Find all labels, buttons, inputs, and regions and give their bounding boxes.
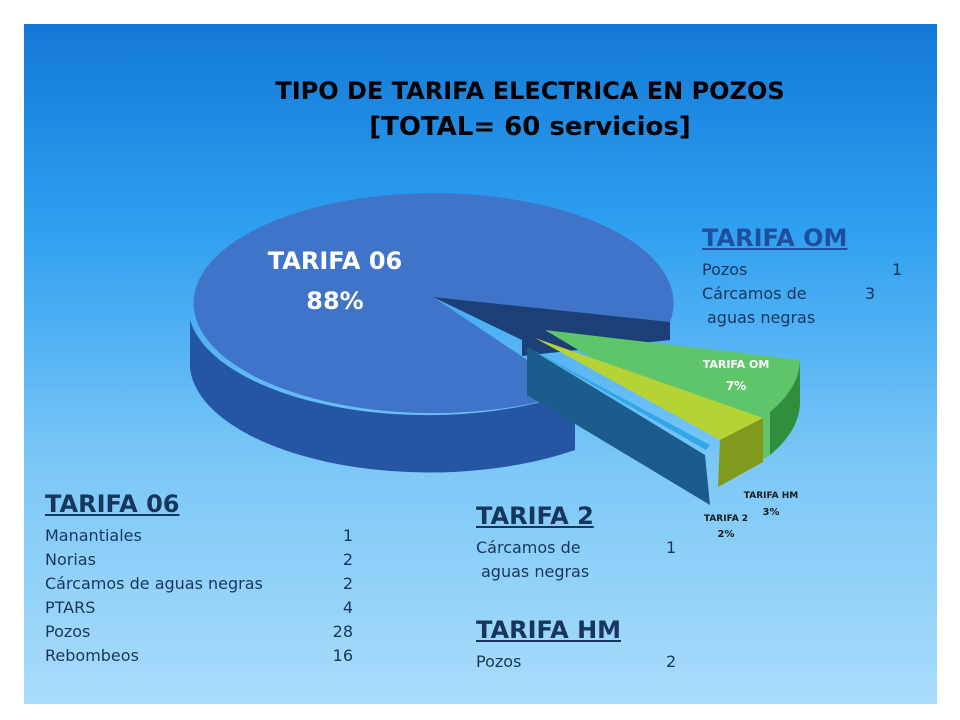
tarifa-2-detail: TARIFA 2 Cárcamos de 1 aguas negras — [476, 502, 706, 584]
list-item: Cárcamos de aguas negras 2 — [45, 572, 365, 596]
list-item: Pozos 28 — [45, 620, 365, 644]
list-item: Norias 2 — [45, 548, 365, 572]
list-item: Cárcamos de 3 — [702, 282, 912, 306]
item-count: 2 — [342, 550, 353, 569]
chart-title: TIPO DE TARIFA ELECTRICA EN POZOS — [275, 77, 785, 105]
item-count: 3 — [865, 284, 876, 303]
item-name: Pozos — [702, 260, 748, 279]
item-name: Cárcamos de — [476, 538, 581, 557]
tarifa-06-heading: TARIFA 06 — [45, 490, 180, 518]
tarifa-om-heading: TARIFA OM — [702, 224, 848, 252]
item-name: PTARS — [45, 598, 96, 617]
item-count: 28 — [332, 622, 353, 641]
item-name: Rebombeos — [45, 646, 139, 665]
tarifa-06-detail: TARIFA 06 Manantiales 1 Norias 2 Cárcamos de… — [45, 490, 365, 668]
list-item: Manantiales 1 — [45, 524, 365, 548]
item-count: 2 — [342, 574, 353, 593]
item-name: Pozos — [476, 652, 522, 671]
list-item: Cárcamos de 1 — [476, 536, 706, 560]
item-name: Manantiales — [45, 526, 142, 545]
list-item: PTARS 4 — [45, 596, 365, 620]
list-item: Pozos 1 — [702, 258, 912, 282]
item-count: 1 — [342, 526, 353, 545]
item-name: Cárcamos de aguas negras — [45, 574, 263, 593]
item-name-cont: aguas negras — [707, 308, 816, 327]
item-count: 2 — [666, 652, 677, 671]
item-count: 1 — [892, 260, 903, 279]
list-item-cont: aguas negras — [476, 560, 706, 584]
chart-subtitle: [TOTAL= 60 servicios] — [369, 112, 691, 142]
tarifa-hm-detail: TARIFA HM Pozos 2 — [476, 616, 706, 674]
item-name: Norias — [45, 550, 96, 569]
item-count: 16 — [332, 646, 353, 665]
item-count: 1 — [666, 538, 677, 557]
list-item-cont: aguas negras — [702, 306, 912, 330]
item-name-cont: aguas negras — [481, 562, 590, 581]
tarifa-2-heading: TARIFA 2 — [476, 502, 594, 530]
list-item: Rebombeos 16 — [45, 644, 365, 668]
item-name: Cárcamos de — [702, 284, 807, 303]
item-name: Pozos — [45, 622, 91, 641]
tarifa-om-detail: TARIFA OM Pozos 1 Cárcamos de 3 aguas ne… — [702, 224, 912, 330]
tarifa-hm-heading: TARIFA HM — [476, 616, 622, 644]
item-count: 4 — [342, 598, 353, 617]
list-item: Pozos 2 — [476, 650, 706, 674]
